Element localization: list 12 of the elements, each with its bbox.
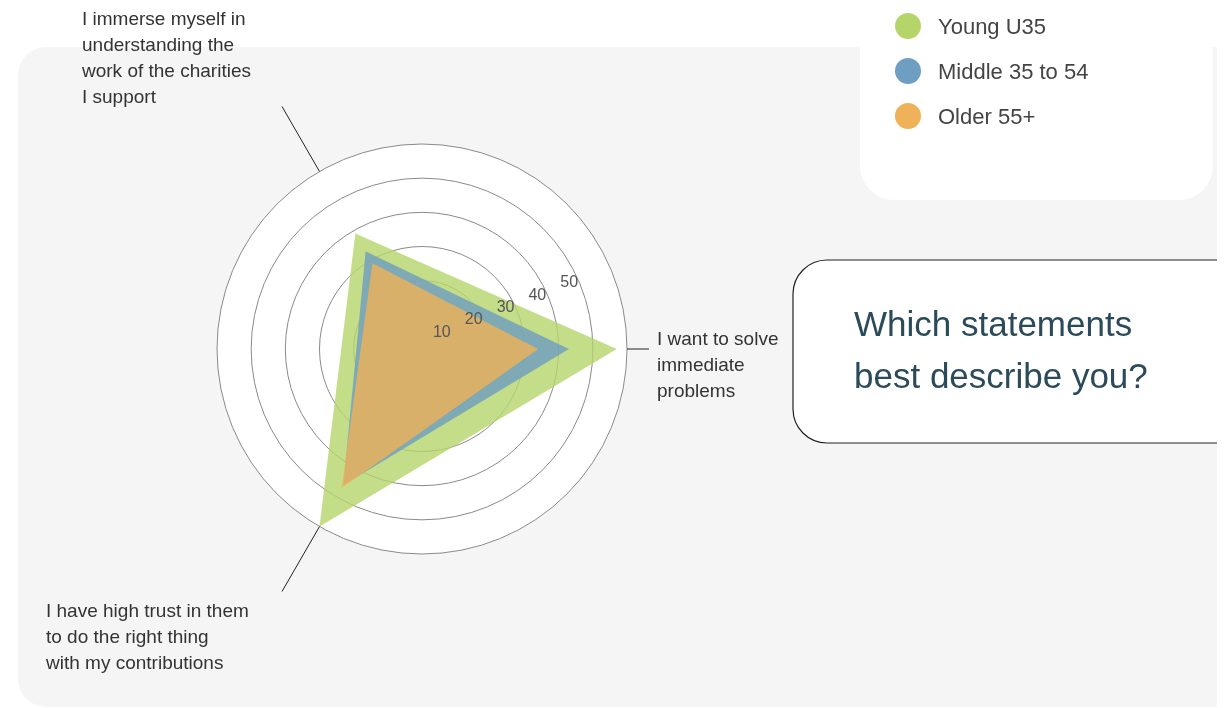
spoke-label: I have high trust in them to do the right thing with my contributions <box>45 600 249 674</box>
legend-label: Middle 35 to 54 <box>938 58 1089 84</box>
y-tick-label: 50 <box>560 273 579 291</box>
spoke-label: I want to solve immediate problems <box>657 328 779 401</box>
spoke-label: I immerse myself in understanding the work of the charities I support <box>81 7 251 107</box>
legend-label: Young U35 <box>938 13 1047 39</box>
text: Which statements best describe you? <box>854 304 1148 395</box>
y-tick-label: 20 <box>464 310 483 328</box>
y-tick-label: 30 <box>496 298 515 316</box>
legend-label: Older 55+ <box>938 103 1036 129</box>
y-tick-label: 10 <box>432 322 451 340</box>
y-tick-label: 40 <box>528 285 547 303</box>
